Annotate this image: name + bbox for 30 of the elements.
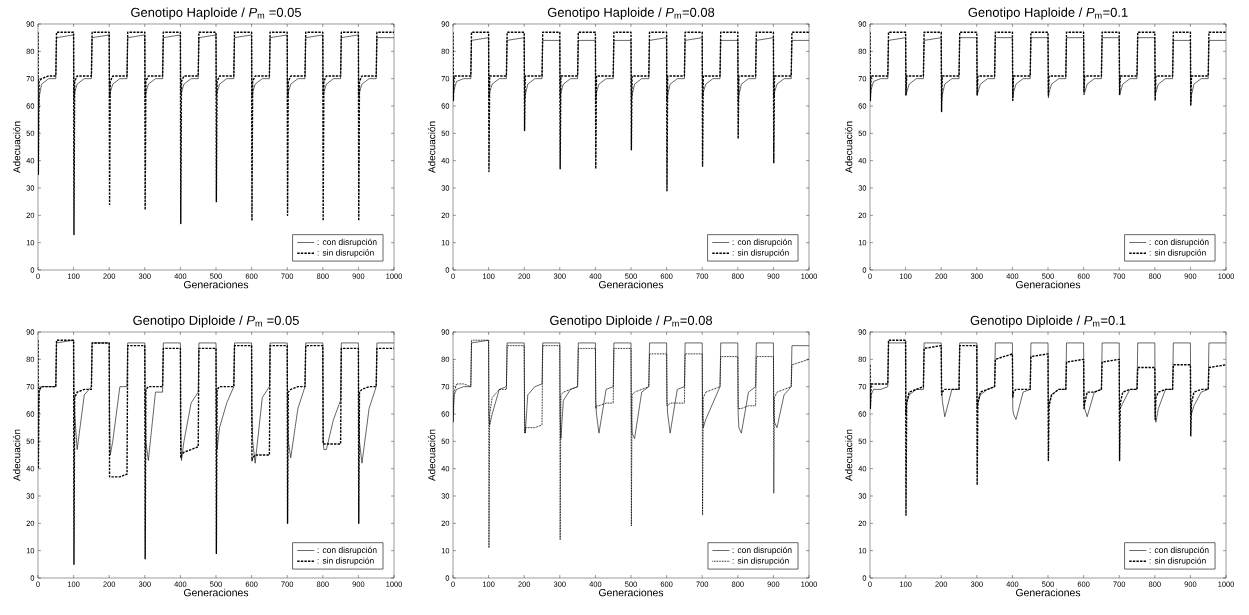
legend-label: : con disrupción [1149, 546, 1209, 555]
y-axis-title: Adecuación [844, 121, 853, 174]
legend-label: : sin disrupción [317, 557, 374, 566]
legend-label: : con disrupción [732, 546, 792, 555]
legend-label: : con disrupción [732, 238, 792, 247]
chart-title: Genotipo Haploide / P$_{m}$=0.1 [968, 7, 1128, 20]
y-axis-title: Adecuación [12, 121, 21, 174]
chart-title: Genotipo Haploide / P$_{m}$ =0.05 [131, 7, 302, 20]
x-axis-title: Generaciones [598, 280, 664, 289]
y-axis-title: Adecuación [427, 121, 436, 174]
y-axis-title: Adecuación [12, 429, 21, 482]
legend-label: : sin disrupción [1149, 249, 1206, 258]
x-axis-title: Generaciones [1015, 280, 1081, 289]
legend-label: : con disrupción [1149, 238, 1209, 247]
x-axis-title: Generaciones [183, 588, 249, 597]
legend-label: : con disrupción [317, 546, 377, 555]
chart-title: Genotipo Haploide / P$_{m}$=0.08 [547, 7, 715, 20]
y-axis-title: Adecuación [844, 429, 853, 482]
chart-title: Genotipo Diploide / P$_{m}$=0.08 [550, 315, 713, 328]
x-axis-title: Generaciones [598, 588, 664, 597]
legend-label: : sin disrupción [317, 249, 374, 258]
legend-label: : sin disrupción [732, 249, 789, 258]
legend-label: : con disrupción [317, 238, 377, 247]
legend-label: : sin disrupción [1149, 557, 1206, 566]
x-axis-title: Generaciones [1015, 588, 1081, 597]
x-axis-title: Generaciones [183, 280, 249, 289]
chart-title: Genotipo Diploide / P$_{m}$ =0.05 [133, 315, 299, 328]
chart-title: Genotipo Diploide / P$_{m}$=0.1 [970, 315, 1126, 328]
legend-label: : sin disrupción [732, 557, 789, 566]
y-axis-title: Adecuación [427, 429, 436, 482]
